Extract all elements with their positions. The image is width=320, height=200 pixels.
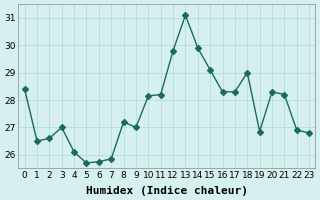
X-axis label: Humidex (Indice chaleur): Humidex (Indice chaleur) (86, 186, 248, 196)
